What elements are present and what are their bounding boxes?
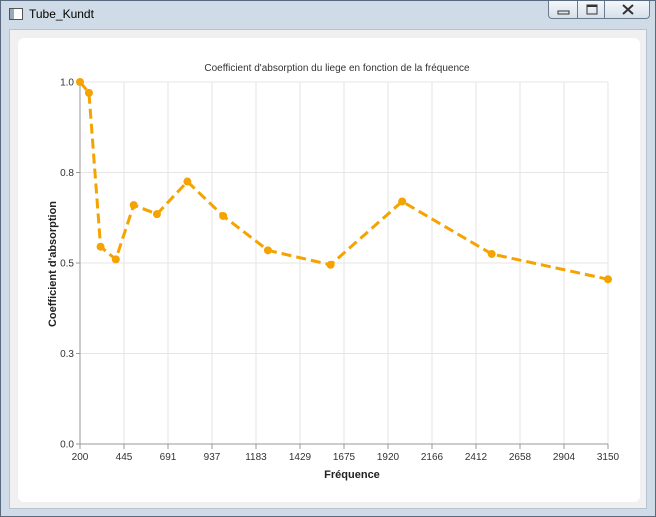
data-point [487, 249, 496, 258]
y-tick-label: 0.0 [60, 440, 74, 451]
x-tick-label: 691 [160, 452, 177, 463]
x-tick-label: 1920 [377, 452, 400, 463]
chart-container: Coefficient d'absorption du liege en fon… [18, 38, 640, 502]
minimize-icon [557, 10, 570, 15]
close-button[interactable] [604, 1, 650, 19]
data-point [76, 78, 84, 86]
data-point [326, 260, 335, 269]
series-line-group [76, 78, 612, 284]
y-axis-label: Coefficient d'absorption [47, 201, 59, 327]
y-tick-label: 0.5 [60, 259, 74, 270]
data-point [129, 201, 138, 210]
y-tick-label: 0.3 [60, 349, 74, 360]
minimize-button[interactable] [548, 1, 578, 19]
y-tick-label: 0.8 [60, 168, 74, 179]
chart-title: Coefficient d'absorption du liege en fon… [204, 63, 470, 74]
maximize-icon [586, 4, 598, 15]
maximize-button[interactable] [577, 1, 605, 19]
x-tick-label: 1429 [289, 452, 312, 463]
data-point [96, 242, 105, 251]
x-tick-label: 2658 [509, 452, 532, 463]
data-point [398, 197, 407, 206]
data-point [604, 275, 612, 284]
data-point [219, 211, 228, 220]
x-tick-label: 2166 [421, 452, 444, 463]
data-point [152, 210, 161, 219]
close-icon [622, 4, 634, 15]
x-tick-label: 2412 [465, 452, 488, 463]
absorption-chart: Coefficient d'absorption du liege en fon… [47, 63, 620, 481]
window-app-icon [9, 8, 23, 20]
data-point [111, 255, 120, 264]
data-point [183, 177, 192, 186]
y-tick-label: 1.0 [60, 78, 74, 89]
x-tick-label: 937 [204, 452, 221, 463]
x-tick-label: 1183 [245, 452, 267, 463]
x-tick-label: 200 [72, 452, 89, 463]
data-point [84, 88, 93, 97]
title-bar[interactable]: Tube_Kundt [1, 1, 655, 27]
grid-lines [79, 81, 609, 445]
window-title: Tube_Kundt [29, 7, 94, 21]
data-point [263, 246, 272, 255]
x-tick-label: 3150 [597, 452, 620, 463]
x-tick-label: 445 [116, 452, 133, 463]
x-axis-ticks: 200 445 691 937 1183 1429 1675 1920 2166 2412 2658… [72, 444, 620, 463]
chart-view: Coefficient d'absorption du liege en fon… [9, 29, 647, 509]
x-axis-label: Fréquence [324, 469, 380, 481]
x-tick-label: 1675 [333, 452, 356, 463]
y-axis-ticks: 0.0 0.3 0.5 0.8 1.0 [60, 78, 80, 451]
x-tick-label: 2904 [553, 452, 576, 463]
